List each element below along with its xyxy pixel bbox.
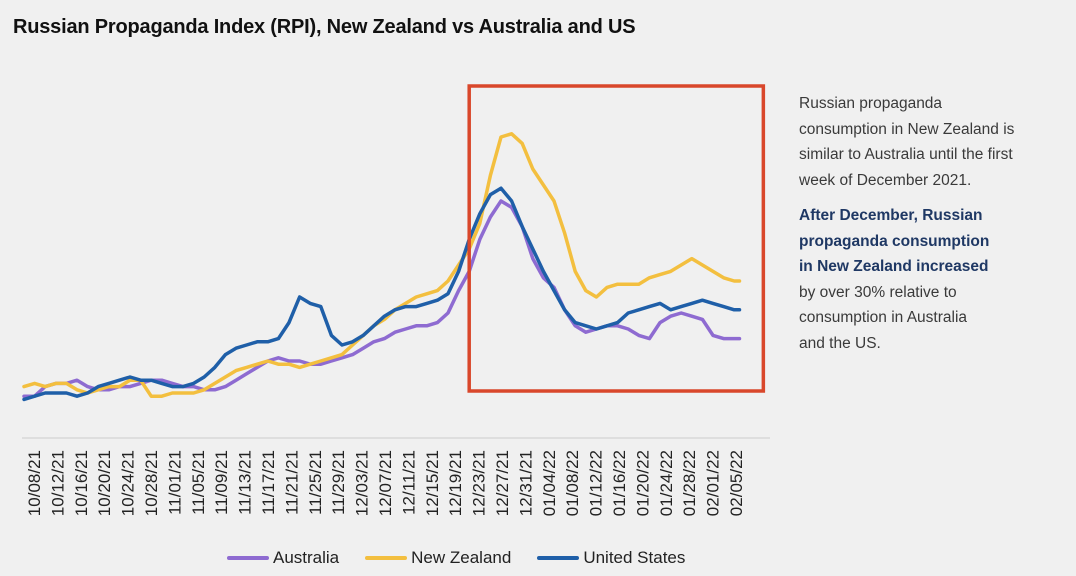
x-tick-label: 01/04/22	[540, 450, 559, 516]
series-line-australia	[22, 199, 742, 398]
annotation-bold-line: in New Zealand increased	[799, 258, 989, 275]
annotation-line: Russian propaganda	[799, 95, 943, 112]
x-tick-label: 11/29/21	[329, 450, 348, 515]
x-tick-label: 10/12/21	[48, 450, 67, 516]
legend-swatch	[365, 556, 408, 560]
legend-label: United States	[583, 548, 686, 567]
series-lines	[22, 132, 742, 402]
legend-item-new-zealand: New Zealand	[365, 548, 511, 568]
annotation-line: week of December 2021.	[799, 171, 972, 189]
highlight-box-layer	[467, 84, 766, 393]
x-tick-label: 11/17/21	[259, 450, 278, 515]
x-tick-label: 12/07/21	[376, 450, 395, 516]
legend-label: Australia	[273, 548, 340, 567]
x-tick-label: 01/28/22	[680, 450, 699, 516]
highlight-box	[467, 84, 766, 393]
x-tick-label: 12/23/21	[470, 450, 489, 516]
annotation-line: consumption in New Zealand is	[799, 120, 1015, 138]
x-tick-label: 01/20/22	[633, 450, 652, 516]
x-tick-label: 10/08/21	[25, 450, 44, 516]
annotation-line: similar to Australia until the first	[799, 146, 1013, 163]
x-tick-label: 12/11/21	[399, 450, 418, 515]
x-tick-label: 10/28/21	[142, 450, 161, 516]
annotation-line: and the US.	[799, 334, 881, 352]
x-tick-label: 11/05/21	[189, 450, 208, 515]
legend-label: New Zealand	[411, 548, 512, 567]
legend-item-united-states: United States	[537, 548, 685, 568]
x-tick-label: 10/24/21	[119, 450, 138, 516]
x-tick-label: 01/24/22	[657, 450, 676, 516]
x-tick-label: 01/16/22	[610, 450, 629, 516]
annotation-bold-line: After December, Russian	[799, 207, 983, 224]
x-tick-label: 10/20/21	[95, 450, 114, 516]
legend-item-australia: Australia	[227, 548, 339, 568]
x-tick-label: 11/25/21	[306, 450, 325, 515]
x-tick-label: 12/31/21	[516, 450, 535, 516]
x-tick-label: 02/05/22	[727, 450, 746, 516]
x-tick-label: 11/13/21	[236, 450, 255, 515]
x-tick-label: 11/09/21	[212, 450, 231, 515]
series-line-new-zealand	[22, 132, 742, 398]
x-tick-labels: 10/08/21 10/12/21 10/16/21 10/20/21 10/24/21…	[25, 450, 746, 516]
x-tick-label: 12/15/21	[423, 450, 442, 516]
legend-swatch	[227, 556, 269, 560]
x-tick-label: 02/01/22	[704, 450, 723, 516]
legend: Australia New Zealand United States	[227, 546, 685, 570]
series-line-united-states	[22, 186, 742, 402]
annotation-bold-line: propaganda consumption	[799, 232, 990, 250]
x-tick-label: 01/12/22	[587, 450, 606, 516]
annotation-text: Russian propaganda consumption in New Ze…	[799, 91, 1059, 356]
x-tick-label: 10/16/21	[72, 450, 91, 516]
x-tick-label: 01/08/22	[563, 450, 582, 516]
x-tick-label: 12/19/21	[446, 450, 465, 516]
x-tick-label: 12/03/21	[353, 450, 372, 516]
legend-swatch	[537, 556, 580, 560]
chart-title: Russian Propaganda Index (RPI), New Zeal…	[13, 16, 636, 38]
x-tick-label: 12/27/21	[493, 450, 512, 516]
annotation-line: consumption in Australia	[799, 309, 968, 326]
x-tick-label: 11/21/21	[282, 450, 301, 515]
annotation-line: by over 30% relative to	[799, 283, 957, 301]
x-tick-label: 11/01/21	[165, 450, 184, 515]
